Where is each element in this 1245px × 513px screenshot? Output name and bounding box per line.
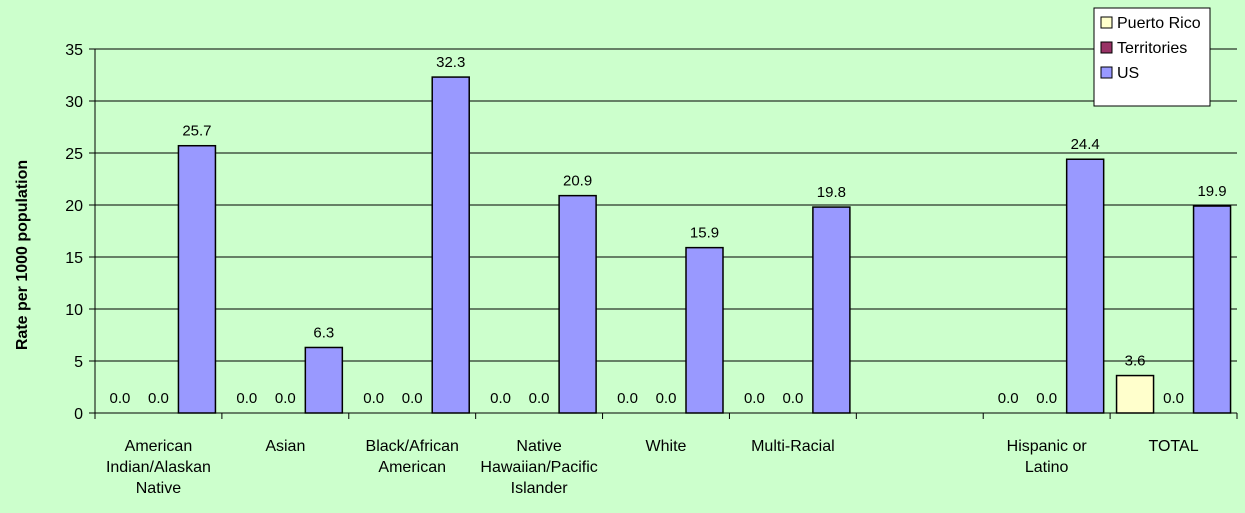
legend-entry: Territories: [1117, 40, 1187, 57]
data-label: 0.0: [744, 390, 765, 407]
data-label: 0.0: [617, 390, 638, 407]
data-label: 0.0: [236, 390, 257, 407]
data-label: 0.0: [363, 390, 384, 407]
data-label: 15.9: [690, 225, 719, 242]
y-tick-labels: 0 5 10 15 20 25 30 35: [65, 42, 83, 423]
gridlines: [95, 49, 1237, 361]
y-tick-label: 5: [74, 354, 83, 371]
category-label: Asian: [265, 438, 305, 455]
data-label: 24.4: [1071, 136, 1100, 153]
category-label: Hispanic or: [1007, 438, 1088, 455]
data-label: 25.7: [182, 123, 211, 140]
bar: [305, 347, 342, 413]
data-label: 0.0: [490, 390, 511, 407]
category-label: Native: [136, 480, 181, 497]
data-label: 0.0: [402, 390, 423, 407]
data-label: 0.0: [656, 390, 677, 407]
data-label: 0.0: [148, 390, 169, 407]
category-label: Hawaiian/Pacific: [480, 459, 597, 476]
data-label: 19.9: [1197, 183, 1226, 200]
data-labels: 0.0 0.0 25.7 0.0 0.0 6.3 0.0 0.0 32.3 0.0 0.0 20.9 0…: [110, 54, 1227, 407]
data-label: 0.0: [782, 390, 803, 407]
category-label: Black/African: [366, 438, 459, 455]
category-label: Islander: [511, 480, 569, 497]
category-label: Multi-Racial: [751, 438, 835, 455]
legend-swatch: [1101, 42, 1112, 53]
bar: [813, 207, 850, 413]
y-tick-label: 15: [65, 250, 83, 267]
legend-entry: Puerto Rico: [1117, 15, 1201, 32]
category-label: Native: [516, 438, 561, 455]
y-tick-label: 10: [65, 302, 83, 319]
data-label: 19.8: [817, 184, 846, 201]
category-label: American: [378, 459, 446, 476]
bar: [559, 196, 596, 413]
bars: [178, 77, 1230, 413]
data-label: 0.0: [1163, 390, 1184, 407]
category-label: American: [125, 438, 193, 455]
y-axis-label: Rate per 1000 population: [14, 160, 31, 350]
legend-swatch: [1101, 67, 1112, 78]
legend-swatch: [1101, 17, 1112, 28]
legend-entry: US: [1117, 65, 1139, 82]
category-label: TOTAL: [1149, 438, 1199, 455]
y-tick-label: 25: [65, 146, 83, 163]
category-label: White: [646, 438, 687, 455]
data-label: 0.0: [110, 390, 131, 407]
data-label: 0.0: [529, 390, 550, 407]
bar: [1194, 206, 1231, 413]
data-label: 20.9: [563, 173, 592, 190]
data-label: 0.0: [998, 390, 1019, 407]
bar: [1067, 159, 1104, 413]
data-label: 3.6: [1125, 353, 1146, 370]
category-label: Indian/Alaskan: [106, 459, 211, 476]
y-tick-label: 30: [65, 94, 83, 111]
y-tick-label: 20: [65, 198, 83, 215]
y-tick-label: 0: [74, 406, 83, 423]
bar: [432, 77, 469, 413]
data-label: 6.3: [313, 324, 334, 341]
data-label: 0.0: [1036, 390, 1057, 407]
y-tick-label: 35: [65, 42, 83, 59]
category-label: Latino: [1025, 459, 1069, 476]
data-label: 32.3: [436, 54, 465, 71]
category-labels: American Indian/Alaskan Native Asian Black/A…: [106, 438, 1199, 497]
bar: [1117, 376, 1154, 413]
bar: [686, 248, 723, 413]
legend: Puerto Rico Territories US: [1094, 8, 1210, 106]
data-label: 0.0: [275, 390, 296, 407]
bar: [178, 146, 215, 413]
axes: [89, 49, 1237, 419]
